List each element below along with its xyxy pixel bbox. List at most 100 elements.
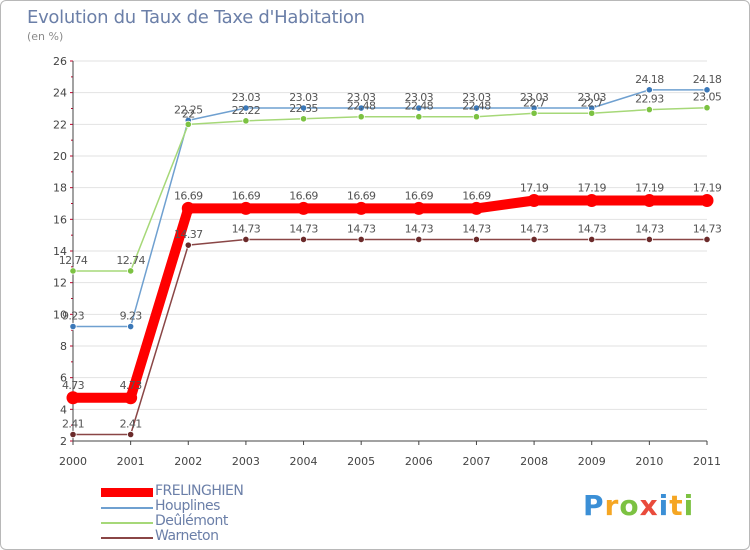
legend-swatch-warneton [101, 537, 153, 539]
data-label-houplines: 23.03 [289, 91, 318, 104]
data-point-houplines[interactable] [472, 104, 481, 112]
logo-letter: t [669, 489, 684, 522]
data-label-houplines: 22.25 [174, 103, 203, 116]
logo-letter: o [619, 489, 640, 522]
data-point-houplines[interactable] [645, 86, 653, 94]
legend: FRELINGHIEN Houplines Deûlémont Warneton [101, 483, 361, 547]
data-point-warneton[interactable] [184, 241, 192, 249]
data-point-deulemont[interactable] [357, 113, 365, 121]
data-label-frelinghien: 16.69 [462, 189, 491, 202]
data-point-frelinghien[interactable] [354, 201, 368, 215]
data-label-deulemont: 22.7 [581, 96, 604, 109]
grid-layer [73, 60, 707, 442]
data-point-deulemont[interactable] [415, 113, 423, 121]
data-label-houplines: 9.23 [62, 310, 85, 323]
y-tick-label: 6 [60, 372, 67, 385]
y-tick-label: 18 [53, 182, 67, 195]
data-point-warneton[interactable] [588, 235, 596, 244]
y-tick-label: 16 [53, 213, 67, 226]
logo-letter: P [583, 489, 605, 522]
data-label-houplines: 9.23 [120, 310, 143, 323]
data-point-frelinghien[interactable] [412, 201, 426, 215]
data-label-warneton: 14.73 [289, 222, 318, 235]
data-point-warneton[interactable] [299, 235, 308, 244]
data-point-houplines[interactable] [703, 86, 711, 94]
chart-title: Evolution du Taux de Taxe d'Habitation [27, 7, 365, 28]
data-label-frelinghien: 17.19 [577, 181, 606, 194]
data-label-warneton: 2.41 [120, 418, 142, 431]
y-tick-label: 12 [53, 277, 67, 290]
data-point-deulemont[interactable] [127, 267, 135, 275]
data-point-warneton[interactable] [242, 235, 250, 244]
data-point-deulemont[interactable] [299, 115, 308, 123]
data-label-warneton: 14.73 [693, 222, 722, 235]
data-point-warneton[interactable] [472, 235, 481, 244]
data-point-houplines[interactable] [127, 322, 135, 331]
y-tick-label: 22 [53, 118, 67, 131]
data-label-deulemont: 22.48 [405, 100, 434, 113]
data-point-warneton[interactable] [703, 235, 711, 244]
data-label-frelinghien: 16.69 [174, 189, 203, 202]
legend-label-frelinghien: FRELINGHIEN [155, 483, 244, 499]
legend-label-houplines: Houplines [155, 498, 220, 514]
data-label-deulemont: 22.93 [635, 93, 664, 106]
data-label-deulemont: 22 [182, 107, 195, 120]
data-label-houplines: 23.03 [405, 91, 434, 104]
data-point-deulemont[interactable] [530, 109, 538, 117]
data-point-warneton[interactable] [645, 235, 653, 244]
data-point-warneton[interactable] [127, 430, 135, 439]
y-tick-label: 2 [60, 435, 67, 448]
data-point-deulemont[interactable] [242, 117, 250, 125]
data-point-houplines[interactable] [69, 322, 77, 331]
data-label-houplines: 23.03 [347, 91, 376, 104]
data-label-warneton: 14.73 [347, 222, 376, 235]
data-point-houplines[interactable] [299, 104, 308, 112]
x-tick-label: 2004 [290, 455, 318, 468]
x-tick-label: 2005 [347, 455, 375, 468]
legend-swatch-houplines [101, 507, 153, 509]
data-point-frelinghien[interactable] [239, 201, 253, 215]
data-point-warneton[interactable] [530, 235, 538, 244]
data-point-deulemont[interactable] [472, 113, 481, 121]
data-label-warneton: 14.73 [462, 222, 491, 235]
data-label-houplines: 23.03 [462, 91, 491, 104]
data-point-warneton[interactable] [357, 235, 365, 244]
data-point-warneton[interactable] [69, 430, 77, 439]
y-tick-label: 20 [53, 150, 67, 163]
logo-letter: i [658, 489, 670, 522]
series-line-houplines [73, 89, 707, 328]
data-label-frelinghien: 17.19 [693, 181, 722, 194]
data-point-frelinghien[interactable] [527, 193, 541, 207]
data-point-deulemont[interactable] [703, 104, 711, 112]
data-point-frelinghien[interactable] [700, 193, 714, 207]
legend-item-houplines: Houplines [101, 498, 361, 516]
data-point-houplines[interactable] [242, 104, 250, 112]
data-point-houplines[interactable] [357, 104, 365, 112]
data-point-frelinghien[interactable] [181, 201, 195, 215]
data-label-deulemont: 22.22 [232, 104, 261, 117]
data-point-frelinghien[interactable] [66, 391, 80, 405]
x-tick-label: 2006 [405, 455, 433, 468]
data-point-frelinghien[interactable] [297, 201, 311, 215]
data-label-warneton: 14.73 [405, 222, 434, 235]
data-point-houplines[interactable] [415, 104, 423, 112]
data-point-frelinghien[interactable] [585, 193, 599, 207]
data-point-deulemont[interactable] [69, 267, 77, 275]
data-point-frelinghien[interactable] [469, 201, 483, 215]
data-point-frelinghien[interactable] [124, 391, 138, 405]
data-point-frelinghien[interactable] [642, 193, 656, 207]
data-point-deulemont[interactable] [645, 106, 653, 114]
y-tick-label: 8 [60, 340, 67, 353]
data-point-deulemont[interactable] [588, 109, 596, 117]
legend-item-warneton: Warneton [101, 528, 361, 546]
data-label-deulemont: 22.48 [347, 100, 376, 113]
data-point-warneton[interactable] [415, 235, 423, 244]
data-label-frelinghien: 17.19 [635, 181, 664, 194]
legend-label-deulemont: Deûlémont [155, 513, 228, 529]
series-layer [66, 86, 714, 439]
data-point-deulemont[interactable] [184, 120, 192, 128]
data-label-houplines: 24.18 [693, 73, 722, 86]
